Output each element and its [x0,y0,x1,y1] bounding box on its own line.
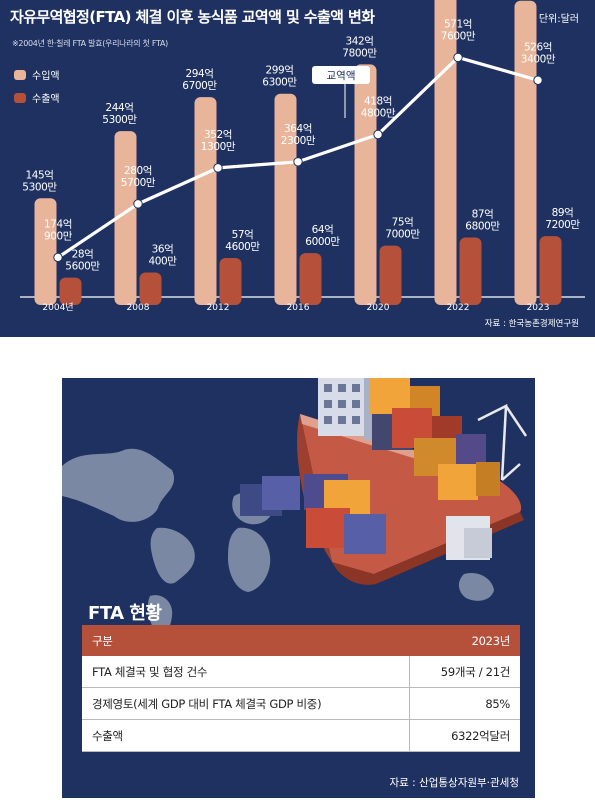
line-point-trade [53,252,63,263]
bar-export [139,272,162,305]
line-point-trade [213,163,223,173]
data-label-import: 294억 6700만 [182,68,217,92]
table-cell-value: 85% [409,687,520,720]
fta-title: FTA 현황 [88,603,162,624]
table-cell-value: 59개국 / 21건 [409,656,520,688]
line-point-trade [293,157,303,167]
crane [477,403,528,481]
bar-import [274,93,297,305]
legend-item-import: 수입액 [14,67,60,82]
x-tick-label: 2004년 [42,302,73,313]
data-label-export: 87억 6800만 [465,209,500,233]
x-tick-label: 2023 [527,303,550,313]
bar-import [354,64,377,305]
callout-box [312,66,370,84]
data-label-trade: 526억 3400만 [521,41,556,65]
fta-status-table: 구분 2023년 FTA 체결국 및 협정 건수 59개국 / 21건 경제영토… [82,625,520,752]
bar-export [459,237,482,305]
data-label-trade: 364억 2300만 [281,123,316,147]
fta-table-header: 구분 2023년 [82,625,520,656]
legend-swatch-import [14,69,26,80]
line-point-trade [133,199,143,209]
x-tick-label: 2008 [127,303,150,313]
legend-item-export: 수출액 [14,90,60,105]
cargo-ship-illustration [62,378,528,635]
data-label-import: 342억 7800만 [342,35,377,59]
trade-chart-panel: 145억 5300만 28억 5600만 2004년 244억 5300만 36억 400만 20… [0,0,595,337]
fta-status-panel: FTA 현황 구분 2023년 FTA 체결국 및 협정 건수 59개국 / 2… [62,378,535,798]
data-label-trade: 418억 4800만 [361,96,396,120]
bar-import [434,0,457,305]
bar-export [539,236,562,305]
data-label-trade: 352억 1300만 [201,129,236,153]
chart-unit: 단위:달러 [538,14,579,25]
table-row: 수출액 6322억달러 [82,719,520,752]
data-label-export: 89억 7200만 [545,207,580,231]
chart-source: 자료 : 한국농촌경제연구원 [484,319,579,329]
data-label-trade: 571억 7600만 [441,18,476,42]
data-label-export: 28억 5600만 [65,249,100,273]
table-cell-label: FTA 체결국 및 협정 건수 [82,656,410,688]
data-label-trade: 174억 900만 [44,218,73,242]
data-label-export: 75억 7000만 [385,217,420,241]
table-row: 경제영토(세계 GDP 대비 FTA 체결국 GDP 비중) 85% [82,687,520,720]
bar-export [379,245,402,305]
data-label-trade: 280억 5700만 [121,165,156,189]
line-point-trade [373,129,383,140]
data-label-import: 299억 6300만 [262,65,297,89]
x-tick-label: 2012 [207,303,230,313]
legend-swatch-export [14,92,26,103]
bar-export [59,277,82,305]
line-point-trade [533,75,543,85]
line-point-trade [453,52,463,63]
chart-legend: 수입액 수출액 [14,67,60,113]
data-label-export: 57억 4600만 [225,229,260,253]
fta-header-year: 2023년 [409,625,520,656]
data-label-import: 244억 5300만 [102,102,137,126]
fta-source: 자료 : 산업통상자원부·관세청 [389,777,519,789]
table-cell-value: 6322억달러 [409,719,520,752]
x-tick-label: 2020 [367,303,390,313]
loose-containers [240,474,492,560]
legend-label-import: 수입액 [32,71,60,82]
chart-note: ※2004년 한·칠레 FTA 발효(우리나라의 첫 FTA) [12,39,168,48]
fta-header-category: 구분 [82,625,410,656]
table-row: FTA 체결국 및 협정 건수 59개국 / 21건 [82,656,520,688]
data-label-import: 145억 5300만 [22,169,57,193]
data-label-export: 36억 400만 [148,244,177,268]
callout-label-trade: 교역액 [327,70,356,82]
bar-import [114,131,137,305]
bar-export [299,253,322,305]
trade-chart: 145억 5300만 28억 5600만 2004년 244억 5300만 36억 400만 20… [20,0,585,313]
bar-import [194,97,217,306]
table-cell-label: 경제영토(세계 GDP 대비 FTA 체결국 GDP 비중) [82,687,410,720]
x-tick-label: 2022 [447,303,470,313]
chart-title: 자유무역협정(FTA) 체결 이후 농식품 교역액 및 수출액 변화 [10,8,375,26]
bar-export [219,258,242,305]
legend-label-export: 수출액 [32,94,60,105]
deck-containers [370,378,500,500]
table-cell-label: 수출액 [82,719,410,752]
ship-bridge-tower [318,378,378,440]
data-label-export: 64억 6000만 [305,224,340,248]
x-tick-label: 2016 [287,303,310,313]
bar-import [34,198,57,305]
